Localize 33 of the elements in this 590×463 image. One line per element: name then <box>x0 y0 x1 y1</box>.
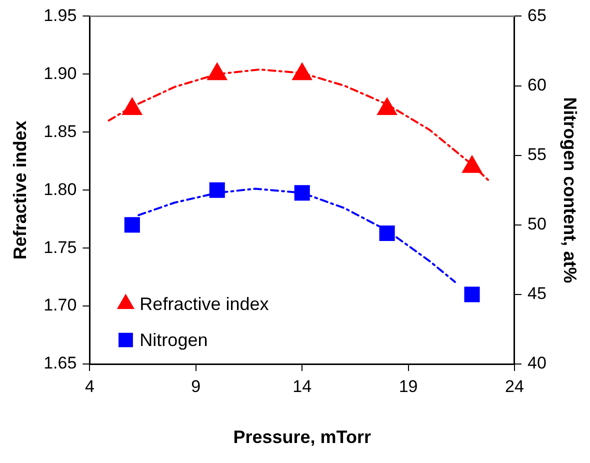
x-tick-label: 14 <box>292 376 312 396</box>
x-tick-label: 24 <box>505 376 524 396</box>
y-tick-label: 1.75 <box>44 238 77 257</box>
point <box>376 96 398 115</box>
x-axis-title: Pressure, mTorr <box>233 427 371 448</box>
legend-label: Refractive index <box>140 294 269 314</box>
y2-tick-label: 55 <box>527 145 546 164</box>
point <box>124 217 140 233</box>
y2-axis-title: Nitrogen content, at% <box>560 97 580 284</box>
x-tick-label: 4 <box>84 376 94 396</box>
point <box>209 182 225 198</box>
point <box>379 225 395 242</box>
y-tick-label: 1.90 <box>44 64 77 83</box>
y2-tick-label: 45 <box>527 284 546 304</box>
point <box>294 185 310 201</box>
y2-tick-label: 50 <box>527 214 546 234</box>
legend-label: Nitrogen <box>140 330 208 350</box>
y2-tick-label: 40 <box>527 354 546 373</box>
y-axis-title: Refractive index <box>10 120 30 260</box>
y2-tick-label: 60 <box>527 75 546 94</box>
y-tick-label: 1.85 <box>44 122 77 141</box>
y2-tick-label: 65 <box>527 6 546 25</box>
y-tick-label: 1.80 <box>44 180 77 199</box>
x-tick-label: 9 <box>191 376 201 396</box>
point <box>464 286 480 302</box>
point <box>462 154 482 173</box>
y-tick-label: 1.65 <box>44 354 77 373</box>
point <box>206 62 228 80</box>
point <box>292 62 312 80</box>
y-tick-label: 1.70 <box>44 296 77 315</box>
point <box>122 96 143 115</box>
y-tick-label: 1.95 <box>44 6 77 25</box>
x-tick-label: 19 <box>398 376 418 396</box>
